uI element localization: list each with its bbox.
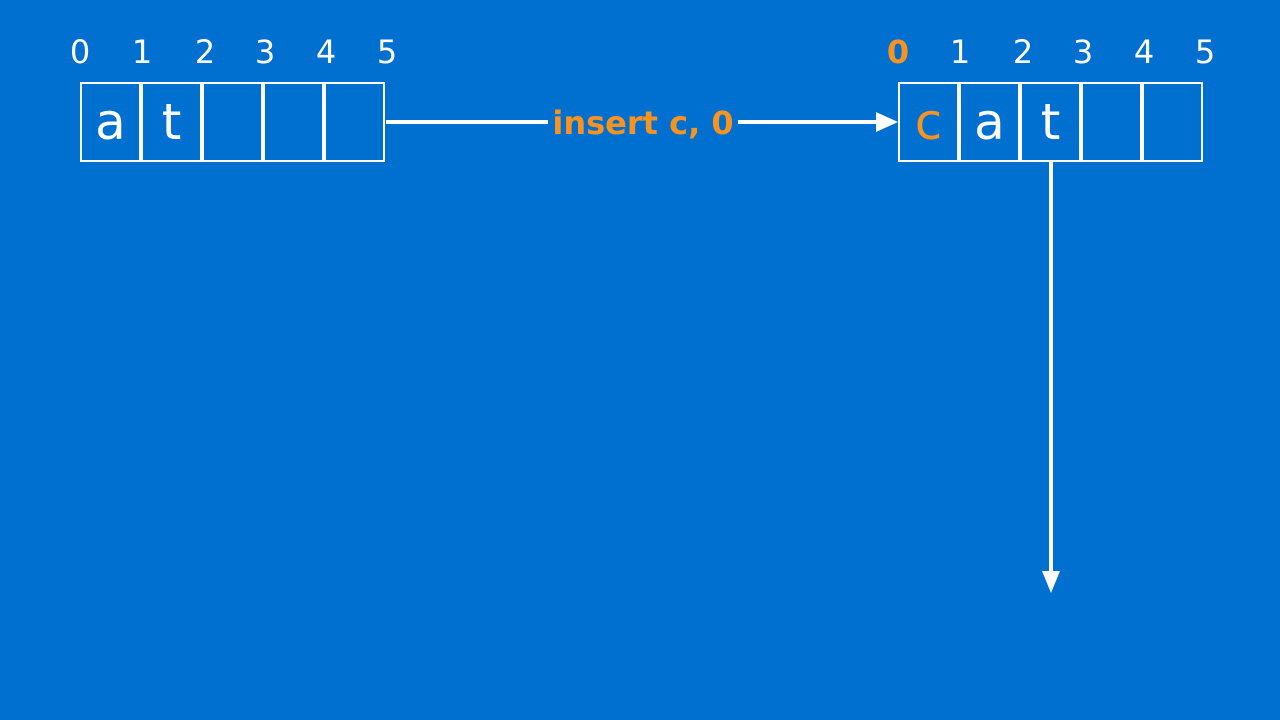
operation-label: insert c, 0 <box>548 100 738 146</box>
before-cell-0: a <box>80 82 141 162</box>
before-index-4: 4 <box>315 33 337 71</box>
before-cell-2 <box>202 82 263 162</box>
after-index-3: 3 <box>1072 33 1094 71</box>
after-cell-3 <box>1081 82 1142 162</box>
before-index-3: 3 <box>254 33 276 71</box>
down-arrow-head <box>1042 571 1060 593</box>
before-cell-3 <box>263 82 324 162</box>
after-cell-2: t <box>1020 82 1081 162</box>
before-cell-4 <box>324 82 385 162</box>
after-index-4: 4 <box>1133 33 1155 71</box>
before-index-0: 0 <box>69 33 91 71</box>
after-cell-1: a <box>959 82 1020 162</box>
before-index-5: 5 <box>376 33 398 71</box>
after-cell-4 <box>1142 82 1203 162</box>
before-index-1: 1 <box>131 33 153 71</box>
after-index-2: 2 <box>1012 33 1034 71</box>
after-index-0-highlighted: 0 <box>886 33 910 71</box>
after-index-1: 1 <box>949 33 971 71</box>
before-cell-1: t <box>141 82 202 162</box>
after-cell-0-inserted: c <box>898 82 959 162</box>
after-index-5: 5 <box>1194 33 1216 71</box>
transition-arrow-head <box>876 112 898 132</box>
before-index-2: 2 <box>194 33 216 71</box>
